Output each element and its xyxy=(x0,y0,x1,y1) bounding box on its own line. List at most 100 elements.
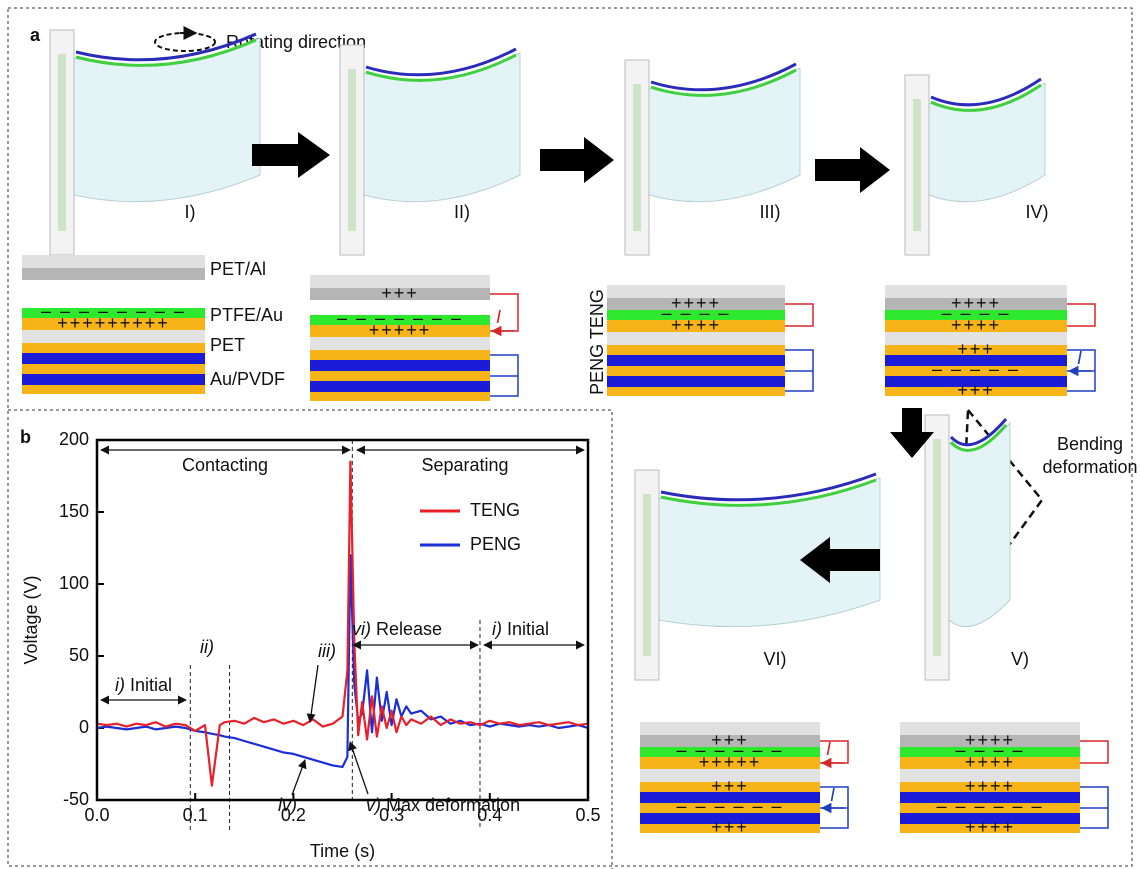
layer xyxy=(22,385,205,394)
charge-label: +++ xyxy=(957,380,995,400)
annotation-text: Initial xyxy=(507,619,549,639)
series-line xyxy=(97,555,588,767)
charge-label: +++ xyxy=(711,776,749,796)
current-label: I xyxy=(1077,348,1082,368)
charge-label: ++++ xyxy=(951,315,1001,335)
peng-circuit xyxy=(1080,787,1108,828)
annotation: iv) xyxy=(278,795,297,815)
annotation-numeral: ii) xyxy=(200,637,214,657)
charge-label: – – – – – – xyxy=(676,796,783,816)
step-label: II) xyxy=(454,202,470,222)
y-tick-label: 50 xyxy=(69,645,89,665)
span-label: Contacting xyxy=(182,455,268,475)
x-axis-title: Time (s) xyxy=(310,841,375,861)
stack-label: PENG TENG xyxy=(587,289,607,395)
charge-label: +++++ xyxy=(699,752,762,772)
device-strip xyxy=(643,494,651,656)
annotation-text: Release xyxy=(376,619,442,639)
current-label: I xyxy=(496,307,501,327)
legend-label: TENG xyxy=(470,500,520,520)
device-strip xyxy=(913,99,921,231)
annotation-pointer xyxy=(310,665,318,722)
layer xyxy=(607,376,785,387)
layer-label: Au/PVDF xyxy=(210,369,285,389)
device-strip xyxy=(348,69,356,231)
annotation-numeral: vi) xyxy=(352,619,371,639)
layer xyxy=(22,343,205,353)
teng-circuit xyxy=(1067,304,1095,326)
device-sheet xyxy=(364,53,520,202)
annotation-numeral: iii) xyxy=(318,641,336,661)
layer xyxy=(607,345,785,355)
annotation-text: Initial xyxy=(130,675,172,695)
page: a Rotating direction PENG TENG Bending d… xyxy=(0,0,1140,869)
annotation-numeral: i) xyxy=(115,675,125,695)
layer xyxy=(22,353,205,364)
device-strip xyxy=(633,84,641,231)
step-label: VI) xyxy=(763,649,786,669)
annotation-numeral: i) xyxy=(492,619,502,639)
layer xyxy=(310,392,490,401)
layer xyxy=(310,350,490,360)
step-label: IV) xyxy=(1025,202,1048,222)
teng-circuit xyxy=(785,304,813,326)
annotation-numeral: iv) xyxy=(278,795,297,815)
charge-label: – – – – – – xyxy=(936,796,1043,816)
teng-circuit xyxy=(1080,741,1108,763)
device-strip xyxy=(58,54,66,231)
layer xyxy=(22,364,205,374)
panel-label: b xyxy=(20,427,31,447)
charge-label: – – – – – xyxy=(932,359,1020,379)
step-label: I) xyxy=(185,202,196,222)
charge-label: ++++ xyxy=(671,315,721,335)
annotation: iii) xyxy=(318,641,336,661)
layer xyxy=(310,360,490,371)
current-label: I xyxy=(830,785,835,805)
current-label: I xyxy=(826,739,831,759)
layer xyxy=(607,355,785,366)
x-tick-label: 0.0 xyxy=(84,805,109,825)
charge-label: ++++ xyxy=(965,817,1015,837)
layer xyxy=(22,374,205,385)
annotation: ii) xyxy=(200,637,214,657)
x-tick-label: 0.5 xyxy=(575,805,600,825)
charge-label: ++++ xyxy=(965,752,1015,772)
charge-label: +++ xyxy=(711,817,749,837)
y-tick-label: 150 xyxy=(59,501,89,521)
y-tick-label: 100 xyxy=(59,573,89,593)
charge-label: +++++++++ xyxy=(57,313,170,333)
step-arrow xyxy=(252,132,330,178)
layer xyxy=(310,371,490,381)
peng-circuit xyxy=(785,350,813,391)
step-arrow xyxy=(540,137,614,183)
y-tick-label: 0 xyxy=(79,717,89,737)
step-label: V) xyxy=(1011,649,1029,669)
layer-label: PET/Al xyxy=(210,259,266,279)
rotation-ellipse xyxy=(155,33,215,51)
layer xyxy=(22,268,205,280)
bending-label: Bending xyxy=(1057,434,1123,454)
annotation: vi) Release xyxy=(352,619,442,639)
step-arrow xyxy=(815,147,890,193)
legend-label: PENG xyxy=(470,534,521,554)
peng-circuit xyxy=(490,355,518,396)
y-axis-title: Voltage (V) xyxy=(21,575,41,664)
annotation: i) Initial xyxy=(115,675,172,695)
step-label: III) xyxy=(760,202,781,222)
charge-label: +++++ xyxy=(369,320,432,340)
y-tick-label: 200 xyxy=(59,429,89,449)
charge-label: +++ xyxy=(381,283,419,303)
span-label: Separating xyxy=(421,455,508,475)
annotation: v) Max deformation xyxy=(366,795,520,815)
layer-label: PTFE/Au xyxy=(210,305,283,325)
teng-circuit xyxy=(490,294,518,331)
layer xyxy=(607,387,785,396)
annotation: i) Initial xyxy=(492,619,549,639)
teng-circuit xyxy=(820,741,848,763)
layer xyxy=(22,255,205,268)
x-tick-label: 0.1 xyxy=(183,805,208,825)
charge-label: +++ xyxy=(957,339,995,359)
device-sheet xyxy=(949,423,1010,627)
charge-label: ++++ xyxy=(965,776,1015,796)
bending-label: deformation xyxy=(1042,457,1137,477)
